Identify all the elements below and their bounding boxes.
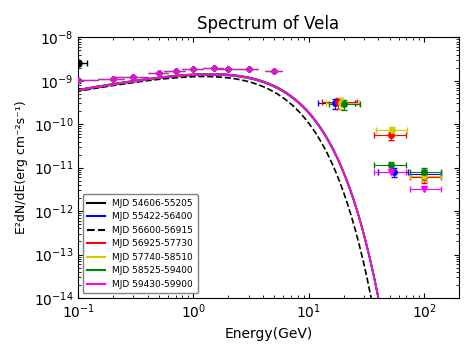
X-axis label: Energy(GeV): Energy(GeV) <box>224 327 313 341</box>
Title: Spectrum of Vela: Spectrum of Vela <box>198 15 339 33</box>
Legend: MJD 54606-55205, MJD 55422-56400, MJD 56600-56915, MJD 56925-57730, MJD 57740-58: MJD 54606-55205, MJD 55422-56400, MJD 56… <box>82 194 198 293</box>
Y-axis label: E²dN/dE(erg cm⁻²s⁻¹): E²dN/dE(erg cm⁻²s⁻¹) <box>15 101 28 235</box>
